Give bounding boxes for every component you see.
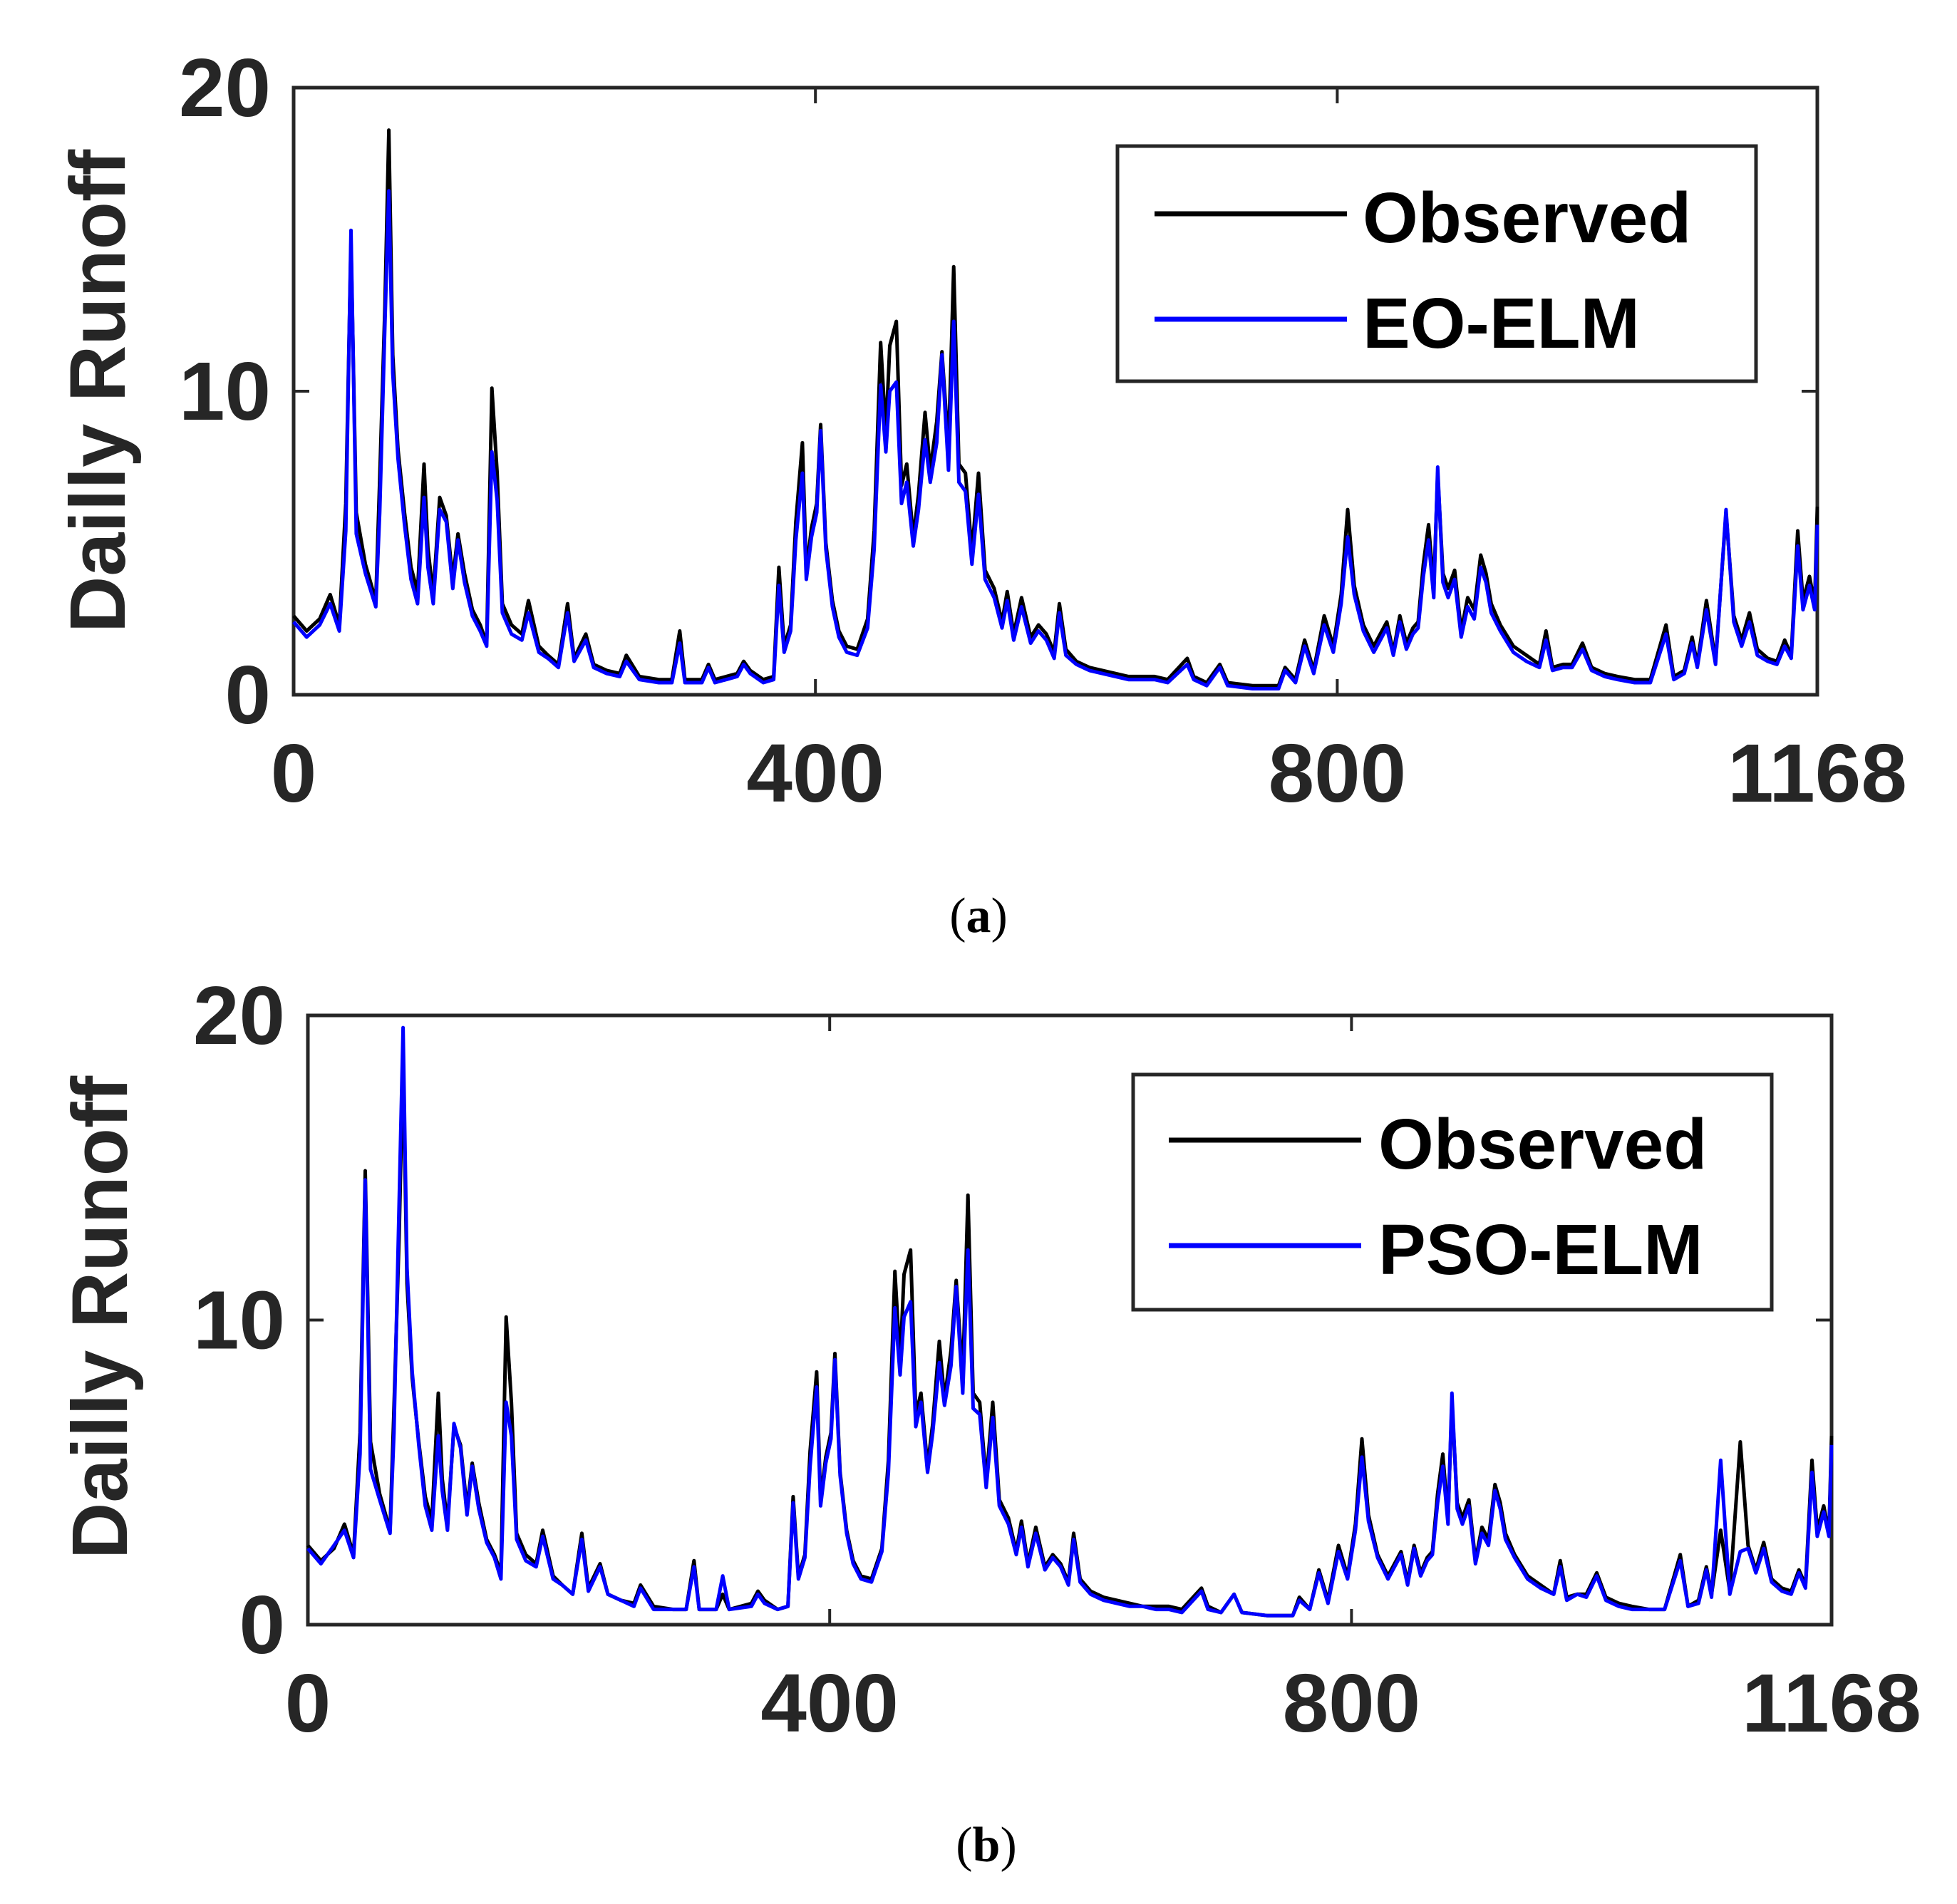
legend: Observed PSO-ELM	[1131, 1072, 1774, 1312]
legend-box	[1131, 1072, 1774, 1312]
legend-label-observed: Observed	[1363, 178, 1691, 258]
y-tick-label: 0	[239, 1578, 285, 1671]
x-tick-label: 1168	[1728, 727, 1907, 819]
y-tick-label: 20	[179, 41, 271, 134]
legend-box	[1115, 144, 1758, 383]
y-tick-label: 10	[193, 1274, 285, 1367]
y-axis-title: Dailly Runoff	[56, 1075, 144, 1559]
caption-a: (a)	[949, 889, 1008, 943]
x-tick-label: 400	[746, 727, 884, 819]
legend: Observed EO-ELM	[1115, 144, 1758, 383]
y-tick-label: 20	[193, 969, 285, 1062]
chart-panel-a: 0 400 800 1168 0 10 20 Dailly Runoff Observed …	[54, 41, 1907, 943]
x-tick-label: 800	[1269, 727, 1407, 819]
y-tick-label: 10	[179, 345, 271, 438]
y-tick-label: 0	[224, 648, 271, 741]
x-tick-label: 0	[285, 1657, 331, 1749]
legend-label-pso-elm: PSO-ELM	[1378, 1210, 1703, 1290]
x-tick-label: 400	[760, 1657, 899, 1749]
y-axis-title: Dailly Runoff	[54, 149, 142, 633]
legend-label-eo-elm: EO-ELM	[1363, 284, 1640, 363]
series-line-pso-elm	[306, 1025, 1834, 1618]
caption-b: (b)	[956, 1818, 1017, 1873]
x-tick-label: 0	[271, 727, 317, 819]
x-tick-label: 1168	[1742, 1657, 1921, 1749]
legend-label-observed: Observed	[1378, 1104, 1707, 1184]
chart-panel-b: 0 400 800 1168 0 10 20 Dailly Runoff Observed …	[56, 969, 1921, 1873]
series-line-eo-elm	[292, 189, 1819, 690]
x-tick-label: 800	[1283, 1657, 1421, 1749]
